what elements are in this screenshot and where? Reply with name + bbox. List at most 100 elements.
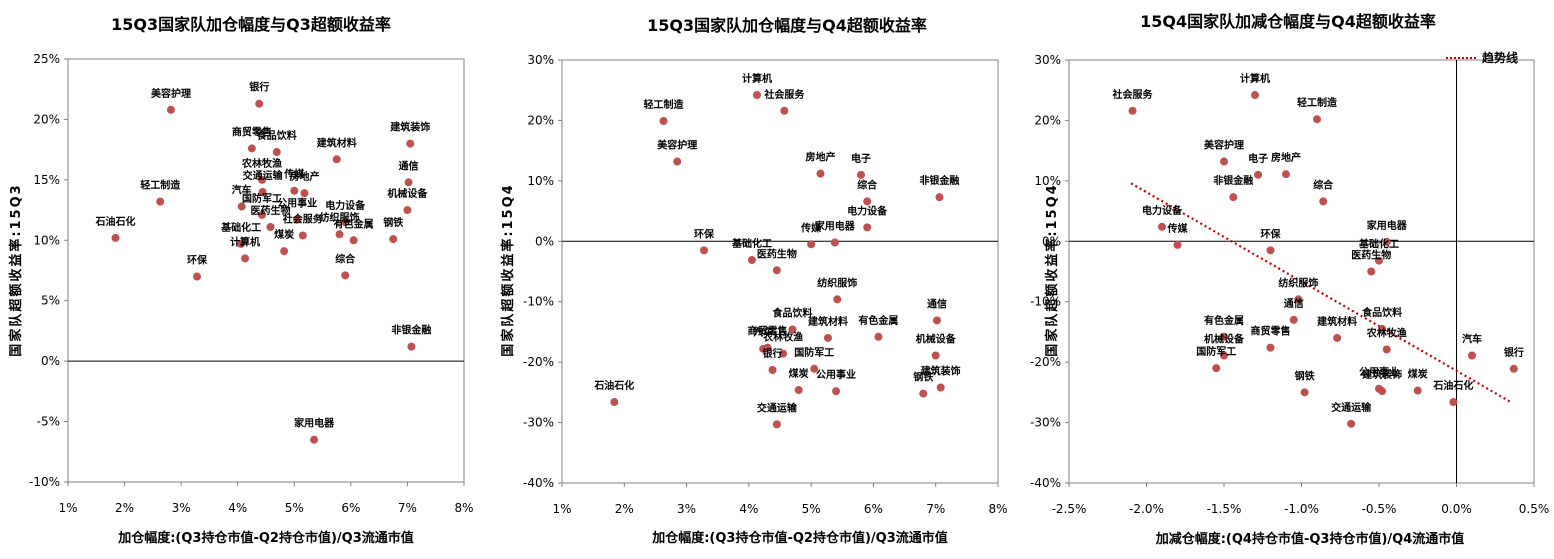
y-tick-label: 10% — [33, 233, 60, 247]
y-tick-label: -40% — [523, 476, 554, 490]
y-tick-label: 30% — [527, 53, 554, 67]
chart-3-xlabel: 加减仓幅度:(Q4持仓市值-Q3持仓市值)/Q4流通市值 — [1155, 531, 1465, 547]
data-point — [935, 193, 944, 202]
x-tick-label: 3% — [677, 502, 696, 516]
data-point — [341, 218, 350, 227]
data-point — [293, 215, 302, 224]
data-point — [874, 332, 883, 341]
chart-2-title: 15Q3国家队加仓幅度与Q4超额收益率 — [647, 16, 927, 35]
data-point — [407, 342, 416, 351]
y-tick-label: 0% — [1042, 234, 1061, 248]
data-point — [266, 222, 275, 231]
data-label: 农林牧渔 — [241, 157, 282, 170]
data-point — [1220, 157, 1228, 166]
data-label: 环保 — [187, 254, 208, 267]
x-tick-label: 7% — [398, 501, 417, 515]
x-tick-label: 8% — [454, 501, 473, 515]
data-point — [1266, 343, 1275, 352]
data-label: 煤炭 — [789, 367, 809, 380]
data-label: 传媒 — [800, 221, 822, 234]
y-tick-label: -40% — [1030, 476, 1061, 490]
y-tick-label: 10% — [1034, 174, 1061, 188]
chart-2-marks: 1% 2% 3% 4% 5% 6% 7% 8% -40% -30% -20% -10% 0% 10% 20%… — [523, 53, 1008, 516]
data-label: 社会服务 — [763, 88, 805, 101]
y-tick-label: -10% — [523, 295, 554, 309]
data-label: 国防军工 — [794, 346, 834, 359]
trendline-legend-label: 趋势线 — [1482, 50, 1518, 65]
x-tick-label: -0.5% — [1362, 502, 1397, 516]
data-point — [1128, 106, 1137, 115]
data-label: 有色金属 — [334, 217, 374, 230]
data-label: 交通运输 — [1331, 401, 1372, 414]
data-label: 美容护理 — [657, 139, 697, 152]
data-point — [1289, 315, 1298, 324]
data-point — [1319, 197, 1328, 206]
y-tick-label: 30% — [1034, 53, 1061, 67]
data-point — [1382, 237, 1391, 246]
data-label: 基础化工 — [1358, 238, 1399, 251]
data-point — [1449, 398, 1458, 407]
x-tick-label: 4% — [739, 502, 758, 516]
data-point — [700, 246, 709, 255]
data-point — [280, 247, 289, 256]
data-point — [931, 351, 940, 360]
data-label: 机械设备 — [387, 187, 428, 200]
y-tick-label: -20% — [1030, 355, 1061, 369]
data-label: 综合 — [857, 178, 878, 191]
data-point — [1375, 256, 1383, 265]
data-point — [832, 387, 841, 396]
data-label: 基础化工 — [731, 237, 772, 250]
x-tick-label: 8% — [988, 502, 1007, 516]
data-label: 钢铁 — [1295, 369, 1315, 382]
data-label: 传媒 — [1167, 222, 1189, 235]
x-tick-label: 2% — [115, 501, 134, 515]
data-point — [816, 169, 825, 178]
data-label: 建筑装饰 — [389, 121, 430, 134]
data-label: 社会服务 — [1112, 88, 1154, 101]
data-label: 公用事业 — [1359, 366, 1399, 379]
data-point — [830, 238, 839, 247]
data-point — [772, 420, 781, 429]
data-label: 汽车 — [1462, 332, 1482, 345]
plot-area-2 — [561, 59, 999, 484]
data-label: 石油石化 — [1432, 379, 1473, 392]
data-label: 电子 — [1248, 152, 1268, 165]
data-point — [1229, 193, 1238, 202]
y-tick-label: 10% — [527, 174, 554, 188]
data-label: 轻工制造 — [644, 98, 685, 111]
data-point — [1251, 91, 1259, 100]
data-point — [237, 202, 246, 211]
data-label: 建筑材料 — [1316, 315, 1357, 328]
data-point — [156, 197, 165, 206]
y-tick-label: -30% — [1030, 416, 1061, 430]
data-point — [258, 187, 267, 196]
data-point — [341, 271, 350, 280]
data-point — [1300, 388, 1309, 397]
data-point — [856, 170, 865, 179]
data-label: 商贸零售 — [748, 325, 788, 338]
data-label: 纺织服饰 — [320, 211, 360, 224]
data-point — [272, 148, 281, 157]
data-point — [192, 272, 201, 281]
data-label: 农林牧渔 — [1366, 326, 1407, 339]
x-tick-label: 6% — [341, 501, 360, 515]
chart-2-xlabel: 加仓幅度:(Q3持仓市值-Q2持仓市值)/Q3流通市值 — [651, 530, 948, 546]
data-label: 美容护理 — [151, 87, 191, 100]
data-label: 轻工制造 — [1297, 96, 1338, 109]
data-point — [1266, 246, 1275, 255]
chart-1-marks: 1% 2% 3% 4% 5% 6% 7% 8% -10% -5% 0% 5% 10% 15% 20% 25% 美… — [29, 52, 474, 515]
chart-3-marks: -2.5% -2.0% -1.5% -1.0% -0.5% 0.0% 0.5% -40% -30… — [1030, 53, 1549, 516]
data-label: 非银金融 — [1213, 174, 1253, 187]
data-label: 石油石化 — [95, 215, 136, 228]
data-point — [807, 240, 816, 249]
data-label: 有色金属 — [858, 314, 898, 327]
data-label: 有色金属 — [1204, 314, 1244, 327]
y-tick-label: 25% — [33, 52, 60, 66]
data-label: 传媒 — [283, 168, 305, 181]
data-point — [1158, 222, 1166, 231]
x-tick-label: 0.0% — [1441, 502, 1472, 516]
data-point — [290, 186, 299, 195]
y-tick-label: -5% — [37, 415, 60, 429]
y-tick-label: -10% — [29, 475, 60, 489]
data-label: 电力设备 — [847, 204, 888, 217]
